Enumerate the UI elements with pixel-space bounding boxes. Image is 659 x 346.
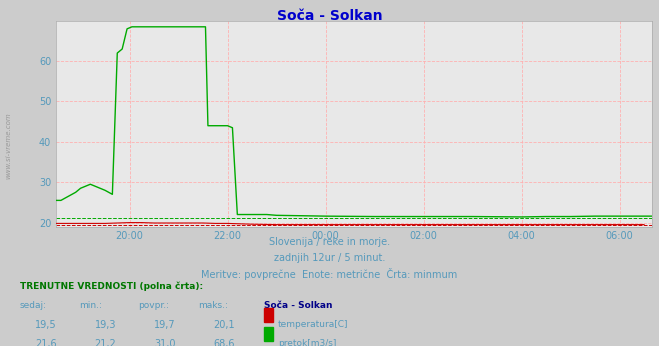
Text: zadnjih 12ur / 5 minut.: zadnjih 12ur / 5 minut. [273,253,386,263]
Text: 19,7: 19,7 [154,320,175,330]
Text: povpr.:: povpr.: [138,301,169,310]
Text: maks.:: maks.: [198,301,227,310]
Text: www.si-vreme.com: www.si-vreme.com [5,112,12,179]
Text: min.:: min.: [79,301,102,310]
Text: 21,6: 21,6 [36,339,57,346]
Text: 68,6: 68,6 [214,339,235,346]
Text: TRENUTNE VREDNOSTI (polna črta):: TRENUTNE VREDNOSTI (polna črta): [20,282,203,291]
Text: Soča - Solkan: Soča - Solkan [277,9,382,22]
Text: 31,0: 31,0 [154,339,175,346]
Text: 19,5: 19,5 [36,320,57,330]
Text: 19,3: 19,3 [95,320,116,330]
Text: temperatura[C]: temperatura[C] [278,320,349,329]
Text: sedaj:: sedaj: [20,301,47,310]
Text: pretok[m3/s]: pretok[m3/s] [278,339,337,346]
Text: Soča - Solkan: Soča - Solkan [264,301,332,310]
Text: Slovenija / reke in morje.: Slovenija / reke in morje. [269,237,390,247]
Text: 21,2: 21,2 [94,339,117,346]
Text: 20,1: 20,1 [214,320,235,330]
Text: Meritve: povprečne  Enote: metrične  Črta: minmum: Meritve: povprečne Enote: metrične Črta:… [202,268,457,280]
